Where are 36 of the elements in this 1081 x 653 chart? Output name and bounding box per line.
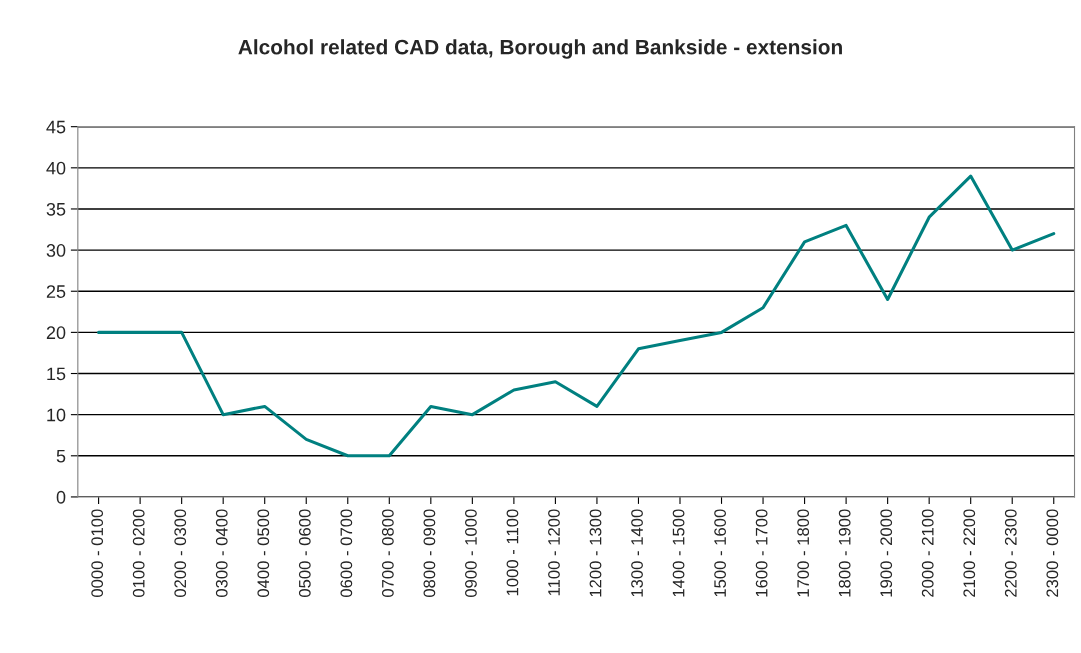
y-tick-label: 15 bbox=[47, 367, 66, 381]
y-tick-label: 20 bbox=[46, 326, 66, 340]
y-tick-label: 0 bbox=[56, 490, 66, 504]
y-tick-label: 10 bbox=[47, 408, 66, 422]
x-tick-label: 1000 - 1100 bbox=[506, 509, 519, 596]
x-tick-label: 1800 - 1900 bbox=[838, 509, 851, 597]
x-tick-label: 0900 - 1000 bbox=[465, 509, 477, 598]
x-tick-label: 2300 - 0000 bbox=[1046, 509, 1059, 597]
x-tick-label: 1600 - 1700 bbox=[755, 509, 768, 597]
x-tick-label: 1300 - 1400 bbox=[631, 509, 643, 597]
x-tick-label: 1500 - 1600 bbox=[714, 509, 726, 597]
y-tick-label: 40 bbox=[46, 161, 66, 175]
x-tick-label: 2200 - 2300 bbox=[1004, 509, 1017, 597]
x-tick-label: 0100 - 0200 bbox=[132, 509, 145, 598]
x-tick-label: 0000 - 0100 bbox=[91, 509, 104, 598]
x-tick-label: 2000 - 2100 bbox=[921, 509, 934, 597]
x-tick-label: 1700 - 1800 bbox=[797, 509, 810, 597]
chart-title: Alcohol related CAD data, Borough and Bankside - extension bbox=[238, 39, 842, 59]
x-tick-label: 1900 - 2000 bbox=[880, 509, 893, 597]
x-tick-label: 0600 - 0700 bbox=[340, 509, 353, 598]
x-tick-label: 0700 - 0800 bbox=[381, 509, 394, 598]
x-tick-label: 0400 - 0500 bbox=[257, 509, 270, 598]
y-tick-label: 45 bbox=[46, 120, 66, 134]
x-tick-label: 0200 - 0300 bbox=[174, 509, 187, 598]
y-tick-label: 35 bbox=[46, 202, 66, 216]
x-tick-label: 0800 - 0900 bbox=[423, 509, 436, 598]
x-tick-label: 1100 - 1200 bbox=[548, 509, 560, 596]
x-tick-label: 1200 - 1300 bbox=[589, 509, 602, 597]
y-tick-label: 5 bbox=[56, 449, 66, 463]
line-series bbox=[97, 174, 1056, 458]
y-tick-label: 25 bbox=[46, 285, 66, 298]
x-tick-label: 0300 - 0400 bbox=[215, 509, 228, 598]
x-tick-label: 0500 - 0600 bbox=[298, 509, 311, 598]
x-tick-label: 1400 - 1500 bbox=[672, 509, 685, 597]
y-tick-label: 30 bbox=[46, 244, 66, 257]
x-tick-label: 2100 - 2200 bbox=[963, 509, 976, 597]
